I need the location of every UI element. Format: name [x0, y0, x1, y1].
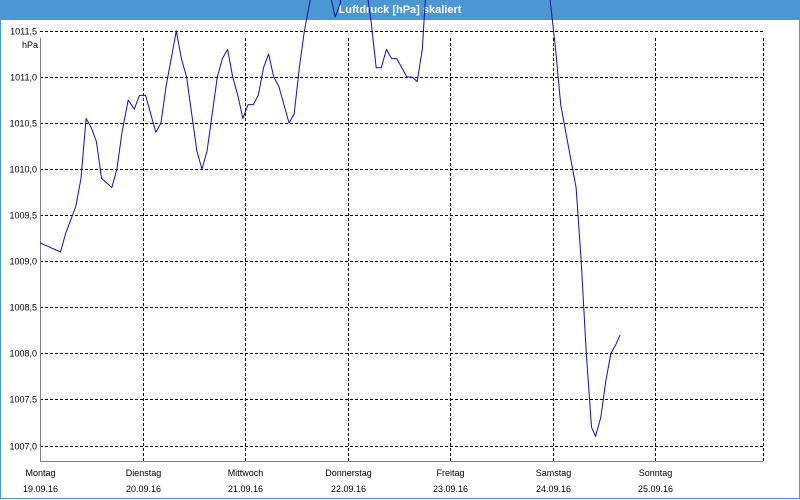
- label-layer: 1015,01014,51014,01013,51013,01012,51012…: [9, 27, 673, 495]
- y-tick-label: 1011,0: [10, 73, 37, 83]
- y-axis-label: hPa: [22, 40, 38, 50]
- y-tick-label: 1011,5: [10, 27, 37, 37]
- x-tick-day: Sonntag: [639, 468, 673, 478]
- series-layer: [39, 0, 621, 437]
- grid-layer: [40, 31, 764, 461]
- y-tick-label: 1008,5: [9, 303, 37, 313]
- x-tick-date: 22.09.16: [331, 484, 366, 494]
- y-tick-label: 1007,5: [9, 395, 37, 405]
- x-tick-date: 19.09.16: [23, 484, 58, 494]
- x-tick-day: Samstag: [536, 468, 572, 478]
- x-tick-date: 25.09.16: [638, 484, 673, 494]
- y-tick-label: 1007,0: [9, 442, 37, 452]
- x-tick-day: Dienstag: [126, 468, 162, 478]
- x-tick-date: 24.09.16: [536, 484, 571, 494]
- y-tick-label: 1009,0: [9, 257, 37, 267]
- y-tick-label: 1009,5: [9, 211, 37, 221]
- x-tick-date: 20.09.16: [126, 484, 161, 494]
- x-tick-day: Freitag: [436, 468, 464, 478]
- y-tick-label: 1010,0: [9, 165, 37, 175]
- x-tick-date: 21.09.16: [228, 484, 263, 494]
- x-tick-day: Mittwoch: [228, 468, 264, 478]
- y-tick-label: 1008,0: [9, 349, 37, 359]
- x-tick-date: 23.09.16: [433, 484, 468, 494]
- x-tick-day: Donnerstag: [325, 468, 372, 478]
- axis-layer: [40, 38, 763, 462]
- x-tick-day: Montag: [25, 468, 55, 478]
- y-tick-label: 1010,5: [9, 119, 37, 129]
- series-line-pressure: [39, 0, 621, 437]
